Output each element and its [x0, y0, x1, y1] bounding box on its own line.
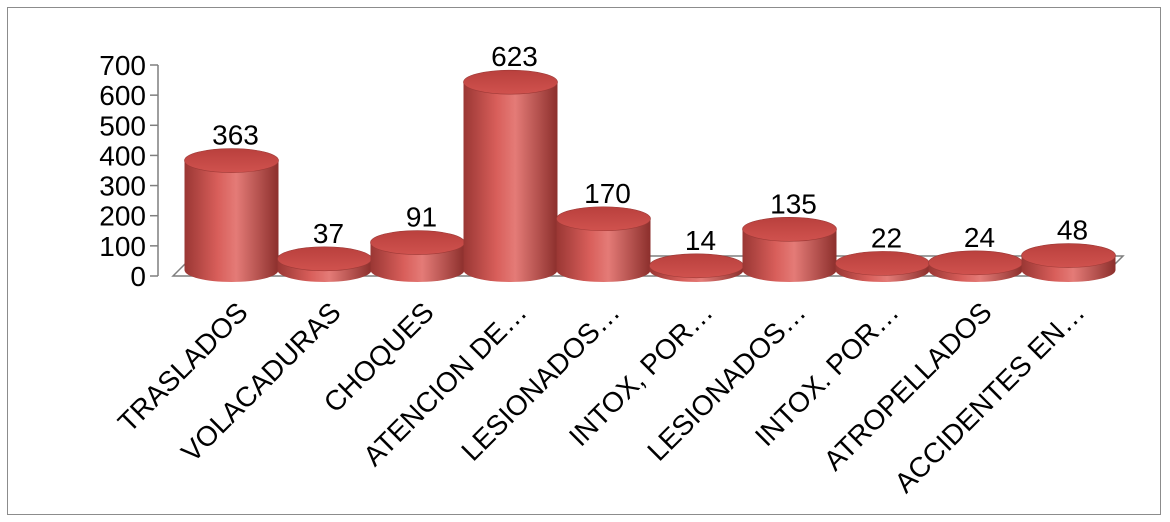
y-tick-label: 300: [99, 171, 146, 202]
bar-top: [556, 206, 651, 232]
bar-top: [835, 251, 930, 276]
category-label: ACCIDENTES EN…: [888, 296, 1090, 498]
y-tick-label: 600: [99, 80, 146, 111]
y-tick-label: 200: [99, 201, 146, 232]
data-label: 14: [685, 225, 716, 256]
data-label: 24: [964, 222, 995, 253]
y-tick-label: 500: [99, 110, 146, 141]
bar-top: [277, 246, 372, 272]
bar[interactable]: [649, 253, 744, 282]
bar-body: [184, 160, 279, 282]
data-label: 37: [313, 218, 344, 249]
y-tick-label: 100: [99, 231, 146, 262]
bar-top: [370, 230, 465, 255]
y-tick-label: 0: [130, 261, 146, 292]
bar-top: [742, 217, 837, 242]
chart-frame: 0 100 200 300 400 500 600 700 363 TRASLADOS 37 VOL…: [7, 7, 1161, 515]
category-label: LESIONADOS…: [641, 296, 811, 466]
bar-top: [649, 253, 744, 279]
bar-top: [463, 69, 558, 95]
data-label: 135: [770, 188, 817, 219]
y-tick-label: 700: [99, 50, 146, 81]
data-label: 363: [212, 120, 259, 151]
bar-body: [742, 229, 837, 282]
bar-top: [1021, 243, 1116, 268]
bar[interactable]: [556, 206, 651, 282]
y-tick-label: 400: [99, 140, 146, 171]
bar[interactable]: [835, 251, 930, 282]
data-label: 91: [406, 202, 437, 233]
category-label: LESIONADOS…: [455, 296, 625, 466]
bar[interactable]: [277, 246, 372, 282]
bar[interactable]: [463, 69, 558, 283]
data-label: 22: [871, 222, 902, 253]
data-label: 623: [491, 41, 538, 72]
bar[interactable]: [928, 250, 1023, 282]
bar[interactable]: [742, 217, 837, 282]
bar-top: [184, 148, 279, 173]
data-label: 170: [584, 178, 631, 209]
bar[interactable]: [184, 148, 279, 282]
bar-body: [463, 82, 558, 283]
data-label: 48: [1057, 215, 1088, 246]
category-label: VOLACADURAS: [175, 296, 347, 468]
category-label: ATENCION DE…: [357, 296, 533, 472]
bar[interactable]: [370, 230, 465, 282]
bar-body: [556, 218, 651, 282]
bar[interactable]: [1021, 243, 1116, 282]
category-label: ATROPELLADOS: [818, 296, 998, 476]
bar-top: [928, 250, 1023, 276]
